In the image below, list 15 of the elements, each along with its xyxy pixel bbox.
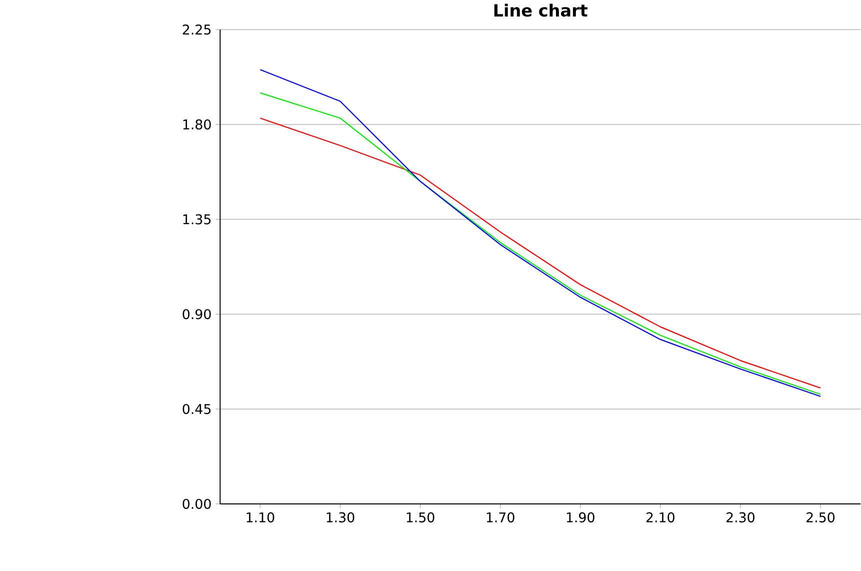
y-tick-label: 0.90	[182, 308, 211, 320]
y-tick-label: 0.00	[182, 498, 211, 509]
x-tick-label: 2.50	[806, 512, 835, 522]
y-tick-label: 1.80	[183, 119, 211, 130]
x-tick-label: 1.70	[486, 512, 514, 522]
y-tick-label: 0.45	[182, 404, 211, 414]
chart-title: Line chart	[494, 4, 588, 17]
x-tick-label: 2.30	[726, 512, 754, 522]
x-tick-label: 1.90	[566, 512, 594, 522]
x-tick-label: 1.30	[326, 512, 354, 522]
x-tick-label: 1.50	[406, 512, 434, 522]
y-tick-label: 1.35	[183, 214, 211, 224]
y-tick-label: 2.25	[182, 24, 211, 34]
x-tick-label: 2.10	[646, 512, 674, 522]
x-tick-label: 1.10	[246, 512, 274, 522]
